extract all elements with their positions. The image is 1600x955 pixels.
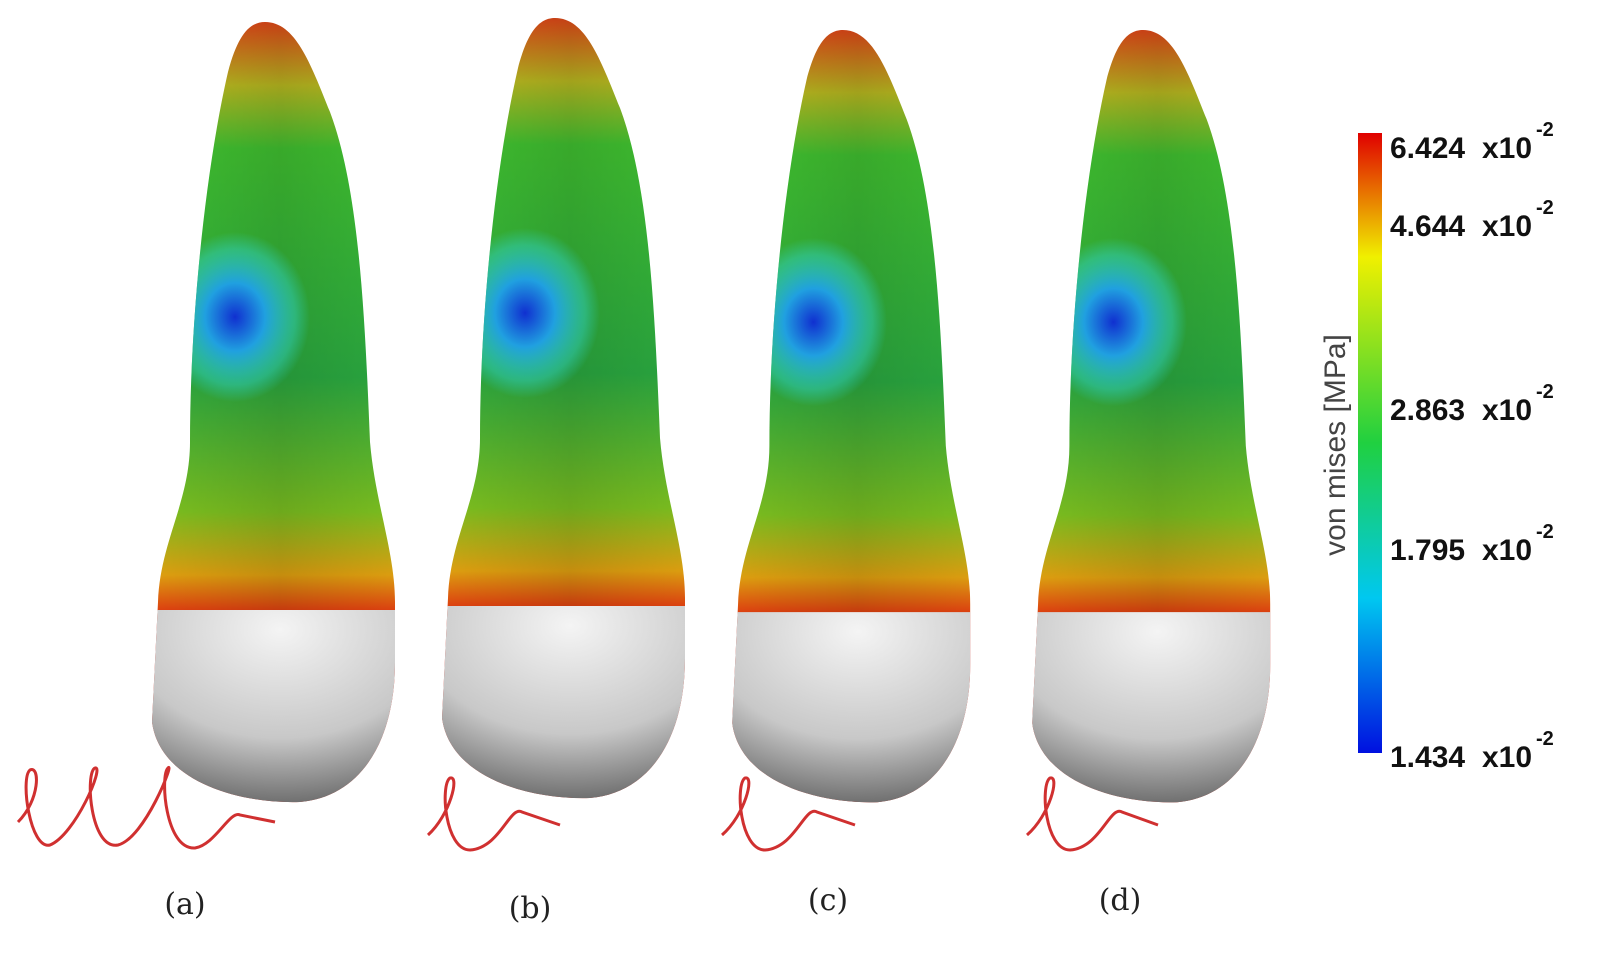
panel-label: (b) xyxy=(509,891,552,926)
colorbar-title: von mises [MPa] xyxy=(1319,334,1352,556)
tooth-c xyxy=(720,30,994,812)
spring-b xyxy=(426,776,561,852)
tick-base: x10 xyxy=(1482,394,1532,427)
tick-mantissa: 6.424 xyxy=(1390,132,1465,165)
spring-c xyxy=(721,776,856,852)
tick-exponent: -2 xyxy=(1536,119,1554,141)
tick-base: x10 xyxy=(1482,210,1532,243)
tooth-b xyxy=(430,18,710,808)
tick-base: x10 xyxy=(1482,132,1532,165)
tick-base: x10 xyxy=(1482,534,1532,567)
tick-exponent: -2 xyxy=(1536,381,1554,403)
tick-exponent: -2 xyxy=(1536,728,1554,750)
tick-mantissa: 1.795 xyxy=(1390,534,1465,567)
tick-exponent: -2 xyxy=(1536,521,1554,543)
spring-d xyxy=(1026,776,1159,852)
colorbar xyxy=(1358,133,1382,753)
tooth-a xyxy=(140,22,420,812)
tick-mantissa: 4.644 xyxy=(1390,210,1465,243)
panel-label: (a) xyxy=(164,887,205,922)
colorbar-ticks: 6.424 x10-24.644 x10-22.863 x10-21.795 x10-2… xyxy=(1390,119,1554,774)
tick-mantissa: 1.434 xyxy=(1390,741,1465,774)
spring-a xyxy=(16,766,276,850)
panel-label: (d) xyxy=(1099,883,1142,918)
panel-label: (c) xyxy=(808,883,848,918)
tick-mantissa: 2.863 xyxy=(1390,394,1465,427)
tooth-d xyxy=(1020,30,1294,812)
tick-exponent: -2 xyxy=(1536,197,1554,219)
tick-base: x10 xyxy=(1482,741,1532,774)
